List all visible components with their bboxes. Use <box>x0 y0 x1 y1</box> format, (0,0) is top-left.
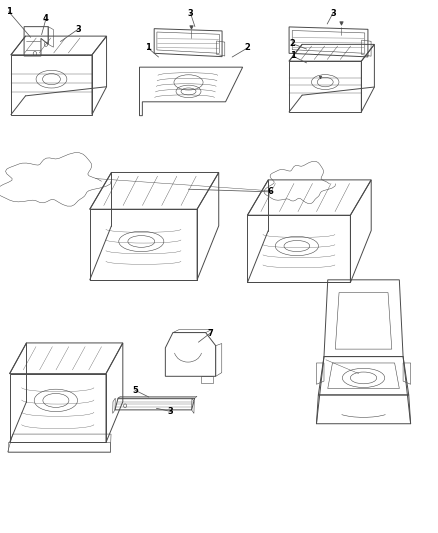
Text: 3: 3 <box>330 9 336 18</box>
Text: 5: 5 <box>132 386 138 394</box>
Text: 6: 6 <box>268 188 274 196</box>
Text: 2: 2 <box>290 39 296 48</box>
Text: 7: 7 <box>207 329 213 337</box>
Text: 1: 1 <box>145 44 151 52</box>
Text: 4: 4 <box>43 14 49 23</box>
Text: 3: 3 <box>187 9 194 18</box>
Text: 3: 3 <box>75 25 81 34</box>
Text: 1: 1 <box>6 7 12 16</box>
Text: 1: 1 <box>290 52 296 60</box>
Text: 3: 3 <box>168 407 174 416</box>
Text: 2: 2 <box>244 44 251 52</box>
